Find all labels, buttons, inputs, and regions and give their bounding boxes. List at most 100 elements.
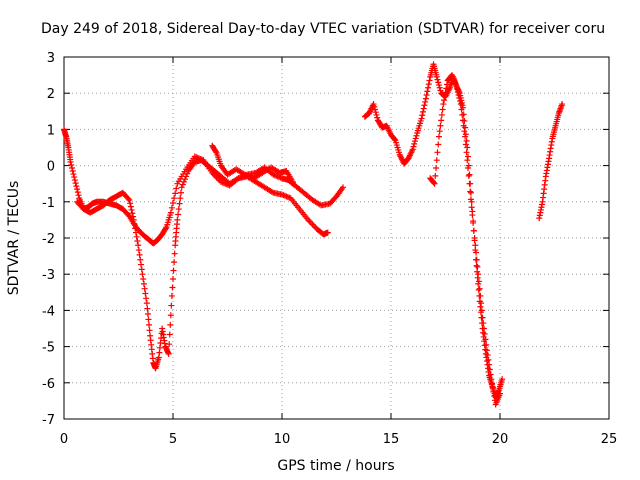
data-point [483,341,490,348]
x-tick-label: 15 [383,432,400,447]
data-point [441,97,448,104]
data-point [140,276,147,283]
data-point [125,195,132,202]
data-point [75,192,82,199]
data-point [162,225,169,232]
data-point [139,271,146,278]
x-tick-label: 25 [601,432,618,447]
y-tick-label: -4 [42,304,55,319]
data-point [425,84,432,91]
data-point [464,144,471,151]
data-point [374,114,381,121]
data-point [168,204,175,211]
data-point [177,189,184,196]
data-point [419,108,426,115]
data-point [132,225,139,232]
data-point [373,111,380,118]
data-point [130,213,137,220]
data-point [438,111,445,118]
data-point [499,376,506,383]
y-tick-label: 3 [47,51,55,66]
data-point [146,321,153,328]
data-point [454,88,461,95]
data-point [468,204,475,211]
data-point [457,101,464,108]
data-point [177,195,184,202]
data-point [126,196,133,203]
data-point [435,79,442,86]
data-point [488,376,495,383]
data-point [172,190,179,197]
data-point [324,229,331,236]
data-point [171,259,178,266]
data-point [438,117,445,124]
data-point [143,295,150,302]
data-point [175,211,182,218]
data-point [144,305,151,312]
data-point [146,327,153,334]
y-tick-label: -5 [42,341,55,356]
data-point [135,247,142,254]
data-point [440,101,447,108]
data-point [134,238,141,245]
data-point [140,280,147,287]
data-point [460,122,467,129]
data-point [471,235,478,241]
data-point [475,271,482,278]
data-point [68,165,75,172]
data-point [370,101,377,108]
data-point [212,148,219,155]
data-point [465,153,472,160]
data-point [138,266,145,273]
data-point [434,76,441,83]
data-point [125,212,132,219]
data-point [432,172,439,179]
data-point [170,276,176,283]
data-point [426,77,433,84]
data-point [479,314,486,321]
data-point [439,106,446,113]
data-point [168,302,175,309]
data-point [67,158,74,165]
data-point [480,320,487,327]
data-point [174,216,181,223]
data-point [418,115,425,122]
data-point [128,206,135,213]
data-point [419,112,426,119]
data-point [484,352,491,359]
data-point [411,140,418,147]
x-axis-label: GPS time / hours [277,458,394,474]
data-point [129,210,136,217]
data-point [184,170,191,177]
data-point [453,82,460,89]
data-point [433,165,440,172]
data-point [176,200,183,207]
data-point [458,106,465,113]
x-tick-label: 0 [60,432,68,447]
data-point [463,137,470,144]
series-trace-d [361,61,506,401]
data-point [481,325,488,332]
data-point [437,87,444,94]
data-point [456,95,463,102]
data-point [477,292,484,299]
data-point [289,178,296,185]
data-point [127,200,134,207]
data-point [127,203,134,210]
data-point [391,136,398,143]
data-point [178,184,185,191]
data-point [74,189,81,196]
data-point [467,196,474,203]
data-point [181,176,188,183]
data-point [476,285,483,292]
data-point [491,393,498,400]
data-point [437,122,444,129]
data-point [166,341,173,348]
data-point [422,95,429,102]
data-point [74,186,81,193]
data-point [420,105,427,112]
data-point [490,388,497,395]
data-point [483,347,490,354]
data-points [61,61,566,408]
data-point [466,180,473,187]
